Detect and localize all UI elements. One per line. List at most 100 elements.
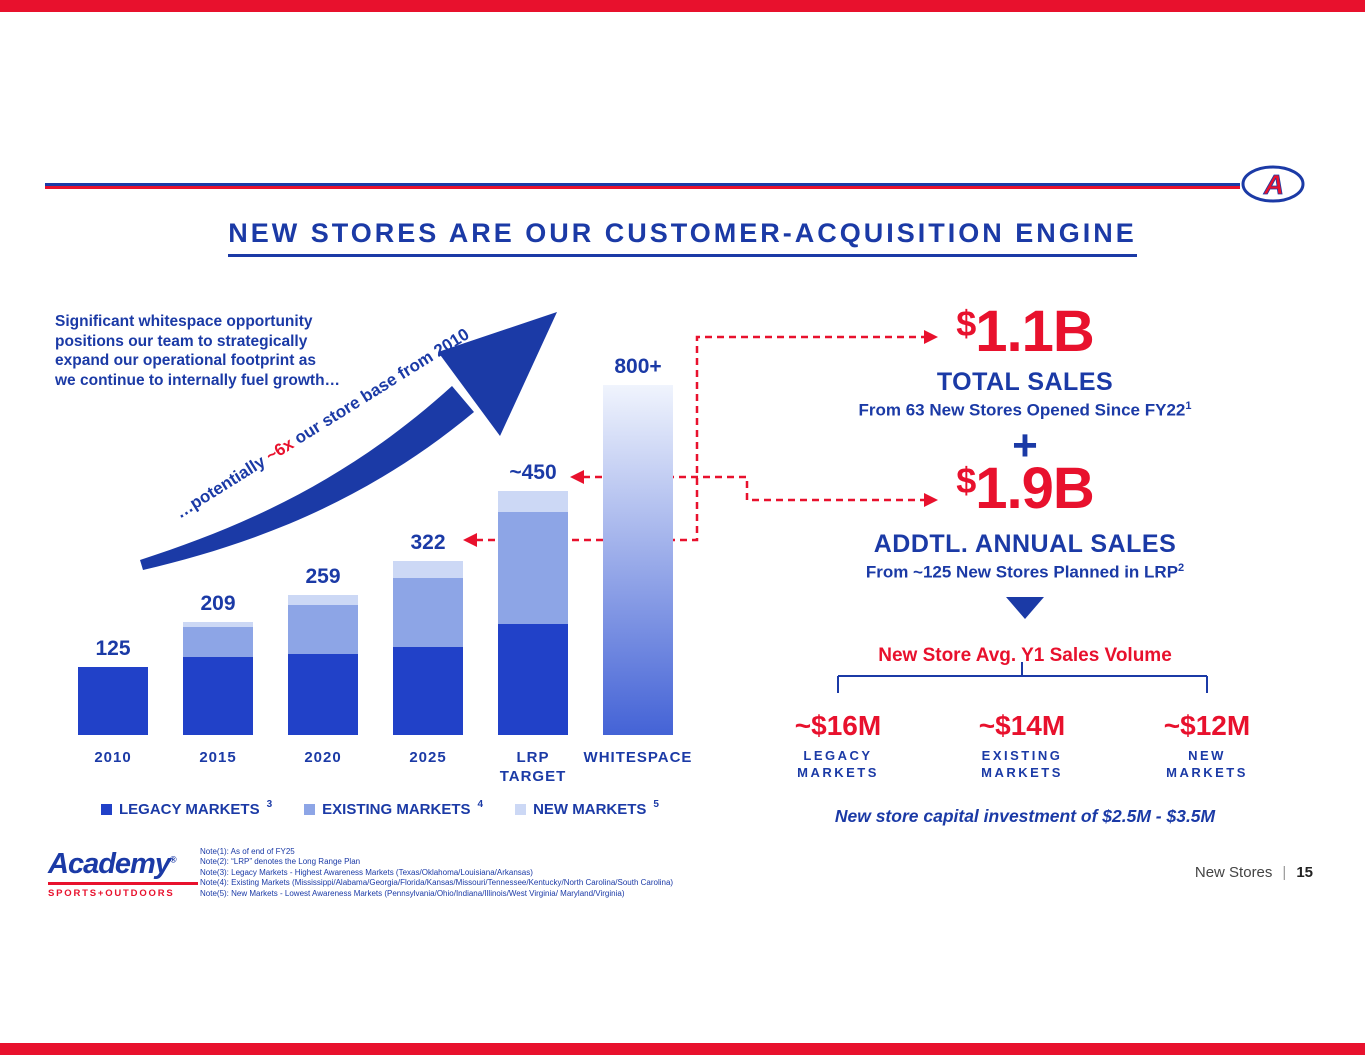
store-count-chart: 125 2010 209 2015 259 2020 322 2025 ~450 LRP TARG… [78, 0, 692, 785]
intro-line: Significant whitespace opportunity [55, 313, 313, 330]
plus-sign: + [1012, 421, 1038, 470]
bar-stack [393, 561, 463, 735]
segment-legacy-markets [393, 647, 463, 735]
footnote: Note(1): As of end of FY25 [200, 847, 295, 856]
separator: | [1282, 864, 1287, 881]
footnote: Note(4): Existing Markets (Mississippi/A… [200, 878, 674, 888]
academy-logo: Academy® SPORTS+OUTDOORS [48, 850, 218, 899]
segment-legacy-markets [78, 667, 148, 735]
avg-sales-title: New Store Avg. Y1 Sales Volume [878, 645, 1172, 666]
top-red-bar [0, 0, 1365, 12]
footnotes: Note(1): As of end of FY25 Note(2): “LRP… [200, 847, 673, 899]
bar-column-1: 125 2010 [78, 0, 148, 766]
chart-legend: LEGACY MARKETS 3 EXISTING MARKETS 4 NEW MARK… [60, 799, 700, 818]
legend-item-existing-markets: EXISTING MARKETS 4 [304, 799, 484, 818]
addtl-sales-value: $1.9B [745, 460, 1305, 518]
avg-col-legacy: ~$16M LEGACY MARKETS [753, 710, 923, 781]
addtl-sales-subtitle-text: From ~125 New Stores Planned in LRP [865, 562, 1179, 582]
legend-note-ref: 3 [266, 799, 273, 810]
bar-stack [498, 491, 568, 735]
total-sales-value: $1.1B [745, 303, 1305, 361]
registered-mark: ® [169, 854, 177, 865]
bracket-icon [837, 662, 1208, 693]
addtl-sales-subtitle: From ~125 New Stores Planned in LRP2 [745, 562, 1305, 583]
legend-note-ref: 5 [653, 799, 659, 810]
bar-value-label: 800+ [614, 355, 662, 378]
section-label: New Stores [1194, 864, 1273, 881]
avg-col-existing: ~$14M EXISTING MARKETS [937, 710, 1107, 781]
header-divider [45, 183, 1302, 189]
academy-a-logo-icon: A [1240, 163, 1306, 205]
segment-legacy-markets [288, 654, 358, 735]
bar-stack [288, 595, 358, 735]
segment-legacy-markets [498, 624, 568, 735]
divider-red-line [45, 186, 1302, 189]
legend-item-legacy-markets: LEGACY MARKETS 3 [101, 799, 273, 818]
legend-swatch-icon [101, 804, 113, 815]
total-sales-subtitle: From 63 New Stores Opened Since FY221 [745, 400, 1305, 421]
bottom-red-bar [0, 1043, 1365, 1055]
category-label: 2020 [304, 749, 342, 766]
legend-note-ref: 4 [477, 799, 484, 810]
bar-stack [183, 622, 253, 735]
bar-column-4: 322 2025 [393, 0, 463, 766]
segment-existing-markets [288, 605, 358, 654]
bar-column-2: 209 2015 [183, 0, 253, 766]
note-ref-1: 1 [1185, 400, 1192, 412]
svg-text:A: A [1263, 169, 1284, 200]
legend-label: LEGACY MARKETS [119, 801, 260, 818]
footnote: Note(3): Legacy Markets - Highest Awaren… [200, 867, 533, 877]
avg-label: EXISTING MARKETS [981, 748, 1063, 780]
category-label: 2025 [409, 749, 447, 766]
avg-label: NEW MARKETS [1166, 748, 1248, 780]
category-label: 2010 [94, 749, 132, 766]
segment-new-markets [498, 491, 568, 512]
total-sales-subtitle-text: From 63 New Stores Opened Since FY22 [858, 400, 1186, 420]
category-label: 2015 [199, 749, 237, 766]
segment-new-markets [393, 561, 463, 578]
currency-sign: $ [956, 460, 976, 501]
legend-label: NEW MARKETS [533, 801, 647, 818]
page-number: 15 [1296, 864, 1313, 881]
footnote: Note(2): “LRP” denotes the Long Range Pl… [200, 857, 361, 867]
segment-new-markets [288, 595, 358, 605]
sales-panel: $1.1B TOTAL SALES From 63 New Stores Ope… [745, 0, 1305, 1055]
total-sales-title: TOTAL SALES [936, 368, 1114, 396]
segment-new-markets [183, 622, 253, 627]
bar-stack [78, 667, 148, 735]
segment-existing-markets [183, 627, 253, 657]
capital-investment-note: New store capital investment of $2.5M - … [834, 806, 1216, 826]
avg-label: LEGACY MARKETS [797, 748, 879, 780]
avg-value: ~$14M [978, 710, 1066, 741]
category-label: LRP TARGET [499, 749, 567, 785]
bar-value-label: 259 [305, 565, 341, 588]
legend-item-new-markets: NEW MARKETS 5 [515, 799, 659, 818]
bar-value-label: ~450 [509, 461, 557, 484]
addtl-sales-title: ADDTL. ANNUAL SALES [873, 530, 1177, 558]
segment-existing-markets [498, 512, 568, 624]
intro-line: positions our team to strategically [55, 332, 308, 350]
legend-swatch-icon [515, 804, 527, 815]
bar-column-3: 259 2020 [288, 0, 358, 766]
bar-value-label: 125 [95, 637, 131, 660]
footnote: Note(5): New Markets - Lowest Awareness … [200, 888, 625, 898]
page-title: NEW STORES ARE OUR CUSTOMER-ACQUISITION … [228, 218, 1137, 257]
segment-legacy-markets [183, 657, 253, 735]
bar-whitespace [603, 385, 673, 735]
bar-column-6: 800+ WHITESPACE [584, 0, 692, 766]
academy-logo-underline [48, 882, 198, 885]
bar-value-label: 322 [410, 531, 446, 554]
avg-col-new: ~$12M NEW MARKETS [1122, 710, 1292, 781]
intro-text: Significant whitespace opportunity posit… [55, 312, 340, 390]
avg-value: ~$12M [1163, 710, 1251, 741]
legend-label: EXISTING MARKETS [322, 801, 471, 818]
intro-line: we continue to internally fuel growth… [55, 371, 341, 389]
divider-blue-line [45, 183, 1302, 186]
addtl-sales-amount: 1.9B [975, 456, 1095, 521]
segment-existing-markets [393, 578, 463, 647]
avg-value: ~$16M [794, 710, 882, 741]
academy-logo-word: Academy® [48, 850, 218, 879]
currency-sign: $ [956, 303, 976, 344]
total-sales-amount: 1.1B [975, 299, 1095, 364]
